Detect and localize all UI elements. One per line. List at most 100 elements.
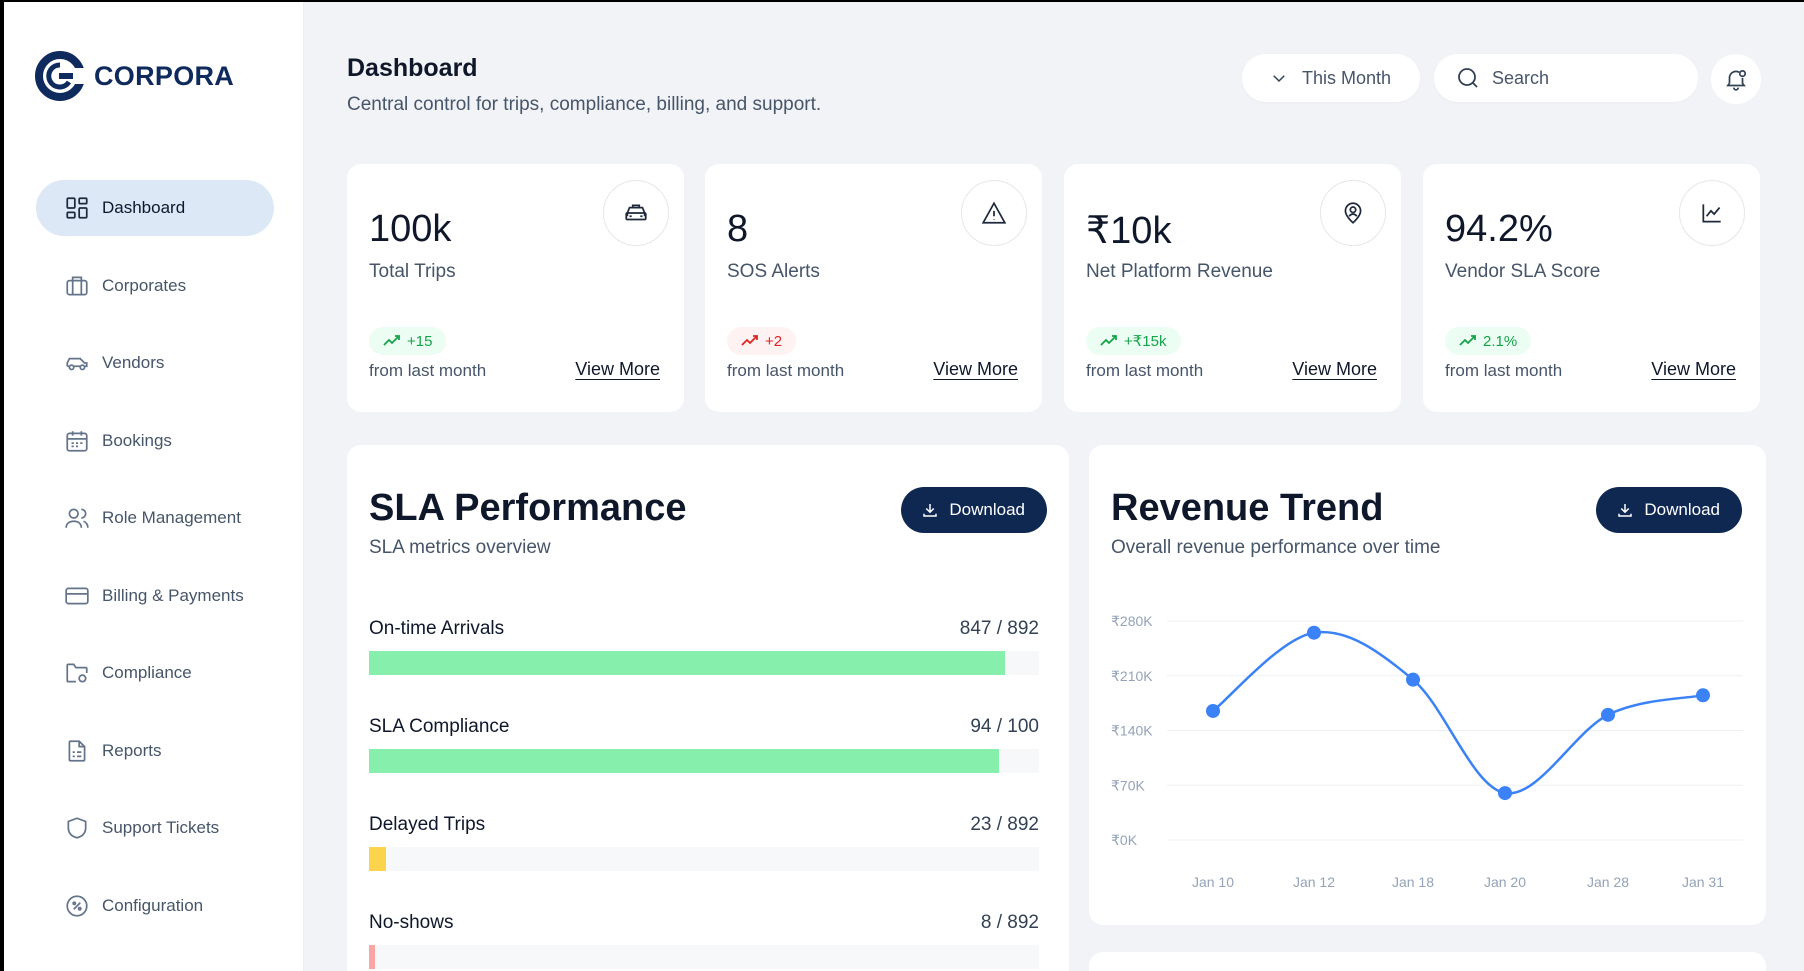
sidebar-item-billing-payments[interactable]: Billing & Payments: [36, 568, 274, 624]
stat-card-net-platform-revenue: ₹10k Net Platform Revenue +₹15k from las…: [1064, 164, 1401, 412]
progress-fill: [369, 847, 387, 871]
stat-value: 94.2%: [1445, 208, 1553, 250]
corpora-logo-icon: [35, 51, 86, 101]
x-tick-label: Jan 31: [1682, 874, 1724, 890]
stat-value: ₹10k: [1086, 210, 1172, 252]
trend-chip: +15: [369, 327, 447, 355]
page-title: Dashboard: [347, 54, 478, 82]
notifications-button[interactable]: [1711, 54, 1761, 104]
y-tick-label: ₹0K: [1111, 832, 1138, 848]
view-more-link[interactable]: View More: [1651, 359, 1736, 379]
trend-chip: 2.1%: [1445, 327, 1532, 355]
metric-value: 23 / 892: [970, 814, 1039, 835]
trend-chip: +2: [727, 327, 797, 355]
map-pin-user-icon: [1344, 202, 1362, 224]
progress-track: [369, 847, 1039, 871]
brand-logo[interactable]: CORPORA: [34, 50, 234, 102]
x-tick-label: Jan 20: [1484, 874, 1526, 890]
sidebar-item-compliance[interactable]: Compliance: [36, 645, 274, 701]
briefcase-icon: [66, 275, 88, 296]
revenue-series-line: [1212, 630, 1704, 795]
stat-foot: from last month: [1086, 361, 1204, 380]
metric-label: Delayed Trips: [369, 814, 486, 835]
view-more-link[interactable]: View More: [1292, 359, 1377, 379]
sidebar-item-label: Role Management: [102, 508, 241, 527]
revenue-data-point[interactable]: [1601, 707, 1615, 722]
stat-card-total-trips: 100k Total Trips +15 from last month Vie…: [347, 164, 684, 412]
x-tick-label: Jan 28: [1587, 874, 1629, 890]
line-chart-icon: [1702, 204, 1721, 223]
trend-chip: +₹15k: [1086, 327, 1181, 355]
revenue-data-point[interactable]: [1307, 625, 1321, 640]
sidebar-item-configuration[interactable]: Configuration: [36, 878, 274, 934]
revenue-data-point[interactable]: [1696, 688, 1710, 703]
stat-label: SOS Alerts: [727, 261, 820, 282]
revenue-data-point[interactable]: [1406, 672, 1420, 687]
sidebar-item-corporates[interactable]: Corporates: [36, 258, 274, 314]
sidebar-item-label: Configuration: [102, 895, 204, 915]
app-window: CORPORA Dashboard Corporates Vendors Boo…: [4, 2, 1804, 971]
download-icon: [1618, 504, 1633, 517]
metric-value: 94 / 100: [970, 716, 1039, 737]
sidebar-nav: Dashboard Corporates Vendors Bookings Ro…: [36, 180, 274, 955]
x-tick-label: Jan 12: [1293, 874, 1335, 890]
stat-label: Total Trips: [369, 261, 456, 282]
metric-value: 8 / 892: [980, 912, 1039, 933]
document-icon: [68, 739, 86, 762]
search-icon: [1458, 68, 1478, 88]
stat-icon-wrapper: [1679, 180, 1745, 246]
y-tick-label: ₹210K: [1111, 668, 1153, 684]
period-selected: This Month: [1302, 67, 1392, 88]
search-input[interactable]: Search: [1434, 54, 1698, 102]
taxi-icon: [625, 204, 647, 221]
sidebar-item-dashboard[interactable]: Dashboard: [36, 180, 274, 236]
stat-label: Vendor SLA Score: [1445, 261, 1601, 282]
shield-icon: [67, 817, 87, 839]
warning-icon: [981, 201, 1007, 224]
sidebar-item-label: Vendors: [102, 353, 165, 372]
grid-icon: [66, 197, 88, 219]
sidebar-item-support-tickets[interactable]: Support Tickets: [36, 800, 274, 856]
sidebar-item-bookings[interactable]: Bookings: [36, 413, 274, 469]
metric-value: 847 / 892: [959, 618, 1039, 639]
sla-download-button[interactable]: Download: [901, 487, 1047, 533]
stat-card-vendor-sla-score: 94.2% Vendor SLA Score 2.1% from last mo…: [1423, 164, 1760, 412]
x-tick-label: Jan 10: [1192, 874, 1234, 890]
revenue-data-point[interactable]: [1498, 786, 1512, 801]
chevron-down-icon: [1273, 75, 1285, 83]
revenue-trend-panel: Revenue Trend Overall revenue performanc…: [1089, 445, 1766, 925]
revenue-download-button[interactable]: Download: [1596, 487, 1742, 533]
stat-foot: from last month: [1445, 361, 1563, 380]
y-tick-label: ₹70K: [1111, 777, 1145, 793]
progress-fill: [369, 749, 999, 773]
search-placeholder: Search: [1492, 67, 1550, 88]
sla-metric-delayed-trips: Delayed Trips 23 / 892: [369, 814, 1039, 871]
progress-track: [369, 651, 1039, 675]
progress-track: [369, 945, 1039, 969]
sidebar-item-vendors[interactable]: Vendors: [36, 335, 274, 391]
trend-up-icon: [383, 335, 400, 346]
view-more-link[interactable]: View More: [933, 359, 1018, 379]
sidebar-item-role-management[interactable]: Role Management: [36, 490, 274, 546]
credit-card-icon: [65, 587, 89, 604]
trend-up-icon: [1459, 335, 1476, 346]
sidebar-item-label: Reports: [102, 740, 162, 760]
sidebar-item-label: Billing & Payments: [102, 585, 244, 605]
sla-metric-sla-compliance: SLA Compliance 94 / 100: [369, 716, 1039, 773]
stat-value: 8: [727, 208, 749, 250]
download-label: Download: [1644, 500, 1720, 519]
stat-icon-wrapper: [603, 180, 669, 246]
car-icon: [66, 357, 88, 371]
revenue-data-point[interactable]: [1206, 703, 1220, 718]
metric-label: On-time Arrivals: [369, 618, 505, 639]
metric-label: No-shows: [369, 912, 454, 933]
sidebar-item-reports[interactable]: Reports: [36, 723, 274, 779]
stat-value: 100k: [369, 208, 452, 250]
sidebar-item-label: Corporates: [102, 275, 187, 295]
view-more-link[interactable]: View More: [575, 359, 660, 379]
stat-foot: from last month: [369, 361, 487, 380]
trend-value: +15: [407, 332, 433, 350]
period-dropdown[interactable]: This Month: [1242, 54, 1420, 102]
brand-name: CORPORA: [94, 60, 235, 91]
page-subtitle: Central control for trips, compliance, b…: [347, 94, 822, 115]
